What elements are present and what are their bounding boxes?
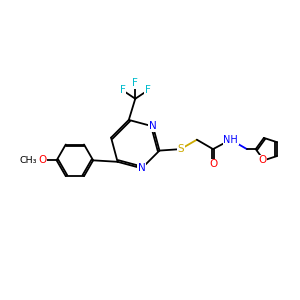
Text: O: O xyxy=(38,155,46,165)
Text: CH₃: CH₃ xyxy=(20,156,37,165)
Text: N: N xyxy=(138,163,146,173)
Text: O: O xyxy=(209,159,217,170)
Text: F: F xyxy=(132,78,138,88)
Text: S: S xyxy=(177,144,184,154)
Text: F: F xyxy=(120,85,126,95)
Text: NH: NH xyxy=(223,135,238,145)
Text: N: N xyxy=(149,122,157,131)
Text: F: F xyxy=(145,85,151,95)
Text: O: O xyxy=(258,155,266,165)
